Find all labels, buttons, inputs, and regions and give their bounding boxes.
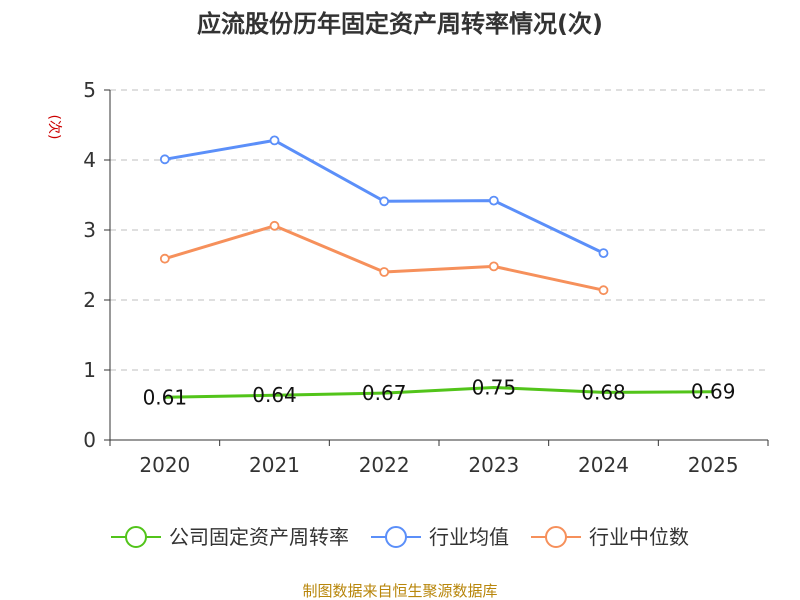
y-tick-label: 5 bbox=[83, 78, 96, 102]
data-label: 0.69 bbox=[691, 380, 736, 404]
y-axis-label: (次) bbox=[46, 115, 62, 140]
x-tick-label: 2024 bbox=[578, 453, 629, 477]
data-point bbox=[379, 267, 390, 277]
data-label: 0.67 bbox=[362, 381, 407, 405]
data-point bbox=[159, 154, 170, 165]
legend: 公司固定资产周转率 行业均值 行业中位数 bbox=[111, 525, 689, 549]
legend-label: 公司固定资产周转率 bbox=[169, 525, 349, 549]
y-tick-label: 1 bbox=[83, 358, 96, 382]
y-tick-label: 2 bbox=[83, 288, 96, 312]
y-tick-label: 3 bbox=[83, 218, 96, 242]
data-point bbox=[488, 195, 499, 206]
series-layer bbox=[159, 135, 714, 399]
x-tick-label: 2022 bbox=[359, 453, 410, 477]
x-tick-label: 2025 bbox=[688, 453, 739, 477]
y-tick-label: 4 bbox=[83, 148, 96, 172]
grid-lines bbox=[110, 89, 768, 371]
legend-item-2: 行业中位数 bbox=[531, 525, 689, 549]
x-tick-label: 2023 bbox=[468, 453, 519, 477]
legend-item-1: 行业均值 bbox=[371, 525, 509, 549]
data-label: 0.64 bbox=[252, 383, 297, 407]
data-point bbox=[269, 220, 280, 231]
legend-marker bbox=[125, 526, 147, 548]
data-point bbox=[379, 196, 390, 207]
legend-label: 行业均值 bbox=[429, 525, 509, 549]
series-line-2 bbox=[164, 224, 604, 292]
data-label: 0.61 bbox=[143, 385, 188, 409]
data-point bbox=[269, 135, 280, 146]
legend-marker bbox=[545, 526, 567, 548]
legend-label: 行业中位数 bbox=[589, 525, 689, 549]
legend-marker bbox=[385, 526, 407, 548]
series-line-0 bbox=[164, 386, 714, 399]
data-point bbox=[159, 253, 170, 264]
data-label: 0.68 bbox=[581, 380, 626, 404]
data-point bbox=[598, 285, 609, 296]
x-tick-label: 2020 bbox=[139, 453, 190, 477]
y-tick-label: 0 bbox=[83, 428, 96, 452]
chart-title: 应流股份历年固定资产周转率情况(次) bbox=[197, 10, 603, 38]
axes: 0 1 2 3 4 5 2020 2021 2022 2023 2024 2025 bbox=[83, 78, 769, 477]
data-labels: 0.61 0.64 0.67 0.75 0.68 0.69 bbox=[143, 376, 736, 410]
x-tick-label: 2021 bbox=[249, 453, 300, 477]
data-point bbox=[598, 248, 609, 259]
data-point bbox=[488, 261, 499, 272]
legend-item-0: 公司固定资产周转率 bbox=[111, 525, 349, 549]
source-note: 制图数据来自恒生聚源数据库 bbox=[302, 582, 497, 600]
data-label: 0.75 bbox=[472, 376, 517, 400]
